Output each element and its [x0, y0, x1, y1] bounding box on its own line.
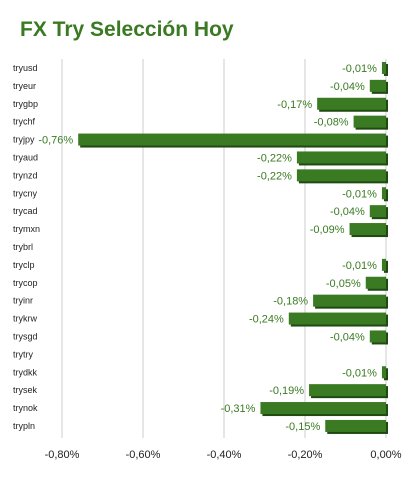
chart-title: FX Try Selección Hoy	[20, 18, 234, 41]
category-label: trybrl	[13, 242, 33, 252]
bar	[369, 79, 386, 92]
category-label: tryeur	[13, 81, 36, 91]
category-label: trycny	[13, 188, 38, 198]
bar	[369, 205, 386, 218]
data-label: -0,17%	[277, 99, 312, 111]
data-label: -0,01%	[342, 188, 377, 200]
category-label: tryjpy	[13, 135, 35, 145]
data-label: -0,01%	[342, 63, 377, 75]
data-label: -0,22%	[257, 152, 292, 164]
x-tick-label: -0,60%	[126, 449, 161, 461]
category-label: trysek	[13, 385, 38, 395]
category-label: trygbp	[13, 99, 38, 109]
x-tick-label: -0,80%	[45, 449, 80, 461]
category-label: trysgd	[13, 331, 38, 341]
data-label: -0,19%	[269, 385, 304, 397]
category-label: trynzd	[13, 170, 38, 180]
data-label: -0,31%	[221, 403, 256, 415]
category-label: trychf	[13, 117, 36, 127]
x-tick-label: -0,40%	[207, 449, 242, 461]
data-label: -0,04%	[330, 206, 365, 218]
category-label: trykrw	[13, 314, 37, 324]
category-label: trydkk	[13, 367, 38, 377]
bar	[381, 61, 386, 74]
data-label: -0,05%	[326, 278, 361, 290]
bar	[260, 402, 386, 415]
bar	[296, 151, 386, 164]
x-tick-label: -0,20%	[288, 449, 323, 461]
bar	[349, 223, 386, 236]
category-label: trycop	[13, 278, 38, 288]
data-label: -0,04%	[330, 81, 365, 93]
data-label: -0,09%	[310, 224, 345, 236]
category-label: trypln	[13, 421, 35, 431]
bar	[78, 133, 386, 146]
bar	[381, 187, 386, 200]
data-label: -0,08%	[314, 117, 349, 129]
bar	[309, 384, 386, 397]
data-label: -0,04%	[330, 331, 365, 343]
bar	[381, 258, 386, 271]
bar	[296, 169, 386, 182]
data-label: -0,22%	[257, 170, 292, 182]
bar	[317, 97, 386, 110]
data-label: -0,01%	[342, 367, 377, 379]
category-label: trycad	[13, 206, 38, 216]
bar	[313, 294, 386, 307]
category-label: trymxn	[13, 224, 40, 234]
data-label: -0,15%	[285, 421, 320, 433]
category-label: trytry	[13, 349, 33, 359]
category-label: tryinr	[13, 296, 33, 306]
bar	[365, 276, 386, 289]
bar	[369, 330, 386, 343]
data-label: -0,24%	[249, 314, 284, 326]
category-label: tryaud	[13, 152, 38, 162]
data-label: -0,76%	[38, 135, 73, 147]
category-label: tryusd	[13, 63, 38, 73]
bar	[381, 366, 386, 379]
bar	[325, 419, 386, 432]
category-label: trynok	[13, 403, 38, 413]
category-label: tryclp	[13, 260, 35, 270]
x-tick-label: 0,00%	[370, 449, 401, 461]
data-label: -0,01%	[342, 260, 377, 272]
bar	[288, 312, 386, 325]
data-label: -0,18%	[273, 296, 308, 308]
bar	[353, 115, 386, 128]
